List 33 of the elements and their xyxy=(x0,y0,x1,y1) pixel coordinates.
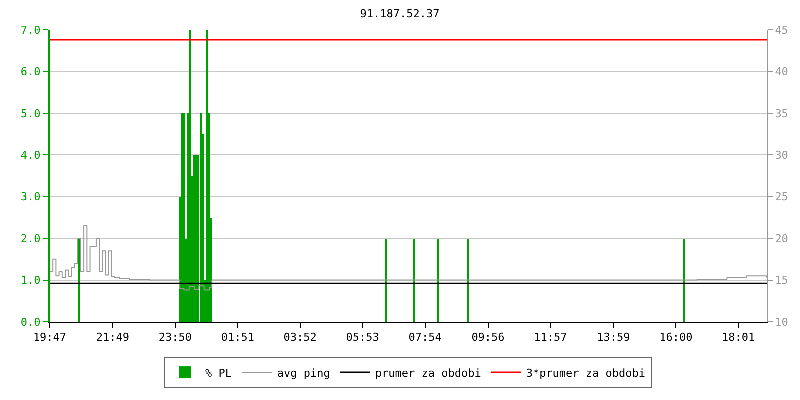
x-tick-label: 07:54 xyxy=(408,331,442,344)
y2-tick-label: 35 xyxy=(775,107,788,120)
legend-label: avg ping xyxy=(277,366,330,380)
legend-label: % PL xyxy=(206,366,232,380)
x-tick-label: 23:50 xyxy=(158,331,192,344)
x-tick-label: 13:59 xyxy=(597,331,630,344)
y2-tick-label: 30 xyxy=(775,148,788,162)
y2-tick-label: 15 xyxy=(775,274,788,288)
y2-tick-label: 40 xyxy=(775,66,788,79)
y-tick-label: 6.0 xyxy=(20,66,41,79)
x-tick-label: 01:51 xyxy=(221,331,254,344)
y2-tick-label: 20 xyxy=(775,232,788,246)
x-tick-label: 09:56 xyxy=(472,331,505,344)
y-tick-label: 0.0 xyxy=(20,316,41,329)
x-tick-label: 21:49 xyxy=(96,331,130,344)
y-tick-label: 2.0 xyxy=(20,232,41,246)
y-tick-label: 3.0 xyxy=(20,190,41,204)
y2-tick-label: 45 xyxy=(775,24,788,37)
x-tick-label: 11:57 xyxy=(534,331,568,344)
x-tick-label: 18:01 xyxy=(722,331,756,344)
legend-label: prumer za obdobi xyxy=(375,366,482,380)
x-tick-label: 16:00 xyxy=(660,331,693,344)
y-tick-label: 4.0 xyxy=(20,148,41,162)
y-tick-label: 5.0 xyxy=(20,107,41,120)
legend-label: 3*prumer za obdobi xyxy=(526,366,646,380)
x-tick-label: 05:53 xyxy=(346,331,380,344)
y2-tick-label: 10 xyxy=(775,316,788,329)
x-tick-label: 03:52 xyxy=(284,331,317,344)
x-tick-label: 19:47 xyxy=(33,331,67,344)
y2-tick-label: 25 xyxy=(775,190,788,204)
y-tick-label: 1.0 xyxy=(20,274,41,288)
y-tick-label: 7.0 xyxy=(20,24,41,37)
chart-title: 91.187.52.37 xyxy=(360,8,440,21)
